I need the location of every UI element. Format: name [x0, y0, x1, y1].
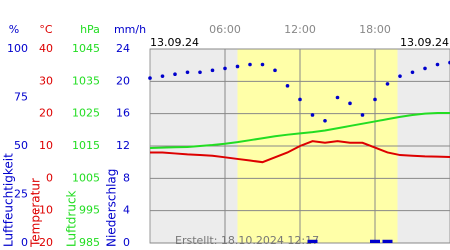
humidity-point	[185, 70, 190, 75]
humidity-point	[423, 66, 427, 71]
humidity-point	[335, 95, 340, 100]
y-tick-label: 1035	[72, 74, 100, 87]
y-tick-label: 0	[21, 236, 28, 249]
y-tick-label: 1025	[72, 107, 100, 120]
date-right: 13.09.24	[400, 36, 449, 49]
y-tick-label: 8	[123, 171, 130, 184]
y-tick-label: 1045	[72, 42, 100, 55]
y-tick-label: -20	[35, 236, 53, 249]
humidity-point	[285, 84, 290, 88]
humidity-point	[323, 118, 327, 123]
precipitation-bar	[370, 239, 380, 243]
humidity-point	[260, 62, 265, 67]
humidity-point	[310, 113, 315, 117]
x-tick-label: 18:00	[359, 23, 391, 36]
y-tick-label: 40	[39, 42, 53, 55]
humidity-point	[385, 82, 390, 86]
x-tick-label: 12:00	[284, 23, 316, 36]
humidity-point	[223, 66, 227, 71]
y-tick-label: 30	[39, 74, 53, 87]
y-tick-label: 20	[39, 107, 53, 120]
humidity-point	[435, 62, 440, 67]
y-tick-label: 0	[123, 236, 130, 249]
x-tick-label: 06:00	[209, 23, 241, 36]
y-tick-label: 1015	[72, 139, 100, 152]
axis-unit: °C	[39, 23, 53, 36]
humidity-point	[398, 74, 402, 78]
precipitation-bar	[382, 239, 393, 243]
axis-title: Luftfeuchtigkeit	[2, 153, 16, 247]
axis-title: Luftdruck	[65, 190, 79, 247]
axis-title: Niederschlag	[105, 169, 119, 247]
footer: Erstellt: 18.10.2024 12:17	[175, 234, 319, 247]
y-tick-label: 995	[79, 204, 100, 217]
y-tick-label: 0	[46, 171, 53, 184]
humidity-point	[360, 113, 365, 117]
humidity-point	[298, 97, 302, 102]
humidity-point	[160, 74, 165, 78]
humidity-point	[173, 72, 177, 77]
y-tick-label: 12	[116, 139, 130, 152]
y-tick-label: 20	[116, 74, 130, 87]
axis-unit: mm/h	[114, 23, 146, 36]
axis-unit: %	[9, 23, 19, 36]
humidity-point	[248, 62, 252, 67]
y-tick-label: 25	[14, 188, 28, 201]
humidity-point	[210, 68, 215, 73]
y-tick-label: -10	[35, 204, 53, 217]
axis-unit: hPa	[80, 23, 100, 36]
y-tick-label: 16	[116, 107, 130, 120]
humidity-point	[148, 76, 152, 80]
axis-title: Temperatur	[29, 178, 43, 248]
y-tick-label: 100	[7, 42, 28, 55]
humidity-point	[373, 97, 377, 102]
y-tick-label: 50	[14, 139, 28, 152]
y-tick-label: 985	[79, 236, 100, 249]
series-line	[149, 112, 450, 149]
y-tick-label: 1005	[72, 171, 100, 184]
humidity-point	[273, 68, 277, 73]
y-tick-label: 4	[123, 204, 130, 217]
humidity-point	[235, 64, 240, 69]
date-left: 13.09.24	[150, 36, 199, 49]
series-line	[150, 140, 450, 164]
y-tick-label: 75	[14, 91, 28, 104]
y-tick-label: 10	[39, 139, 53, 152]
humidity-point	[198, 70, 202, 75]
y-tick-label: 24	[116, 42, 130, 55]
precipitation-bar	[307, 239, 318, 243]
humidity-point	[348, 101, 352, 106]
humidity-point	[410, 70, 415, 75]
